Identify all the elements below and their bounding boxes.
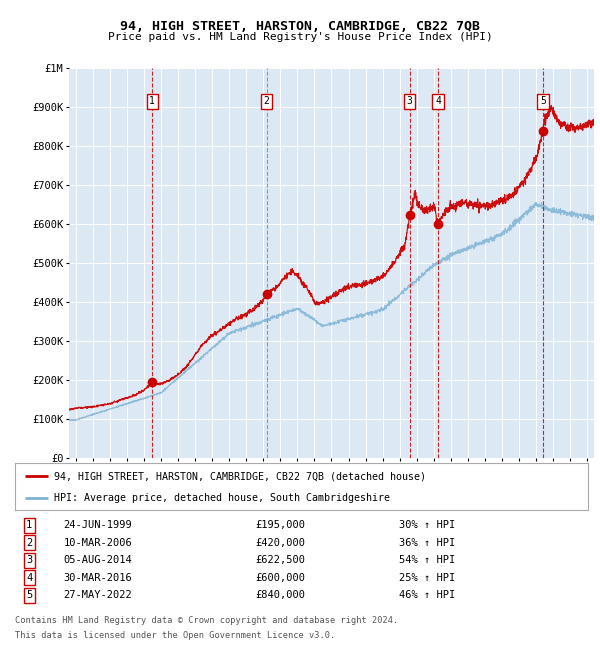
Text: 3: 3 — [407, 96, 413, 107]
Text: 1: 1 — [26, 520, 32, 530]
Text: 1: 1 — [149, 96, 155, 107]
Text: 2: 2 — [26, 538, 32, 548]
Text: Price paid vs. HM Land Registry's House Price Index (HPI): Price paid vs. HM Land Registry's House … — [107, 32, 493, 42]
Text: 5: 5 — [540, 96, 546, 107]
Text: Contains HM Land Registry data © Crown copyright and database right 2024.: Contains HM Land Registry data © Crown c… — [15, 616, 398, 625]
Text: 46% ↑ HPI: 46% ↑ HPI — [399, 590, 455, 601]
Text: 2: 2 — [263, 96, 269, 107]
Text: 25% ↑ HPI: 25% ↑ HPI — [399, 573, 455, 583]
Text: 94, HIGH STREET, HARSTON, CAMBRIDGE, CB22 7QB: 94, HIGH STREET, HARSTON, CAMBRIDGE, CB2… — [120, 20, 480, 32]
Text: 3: 3 — [26, 555, 32, 566]
Text: 4: 4 — [435, 96, 441, 107]
Text: 30% ↑ HPI: 30% ↑ HPI — [399, 520, 455, 530]
Text: 30-MAR-2016: 30-MAR-2016 — [64, 573, 133, 583]
Text: £600,000: £600,000 — [256, 573, 305, 583]
Text: £420,000: £420,000 — [256, 538, 305, 548]
Text: 4: 4 — [26, 573, 32, 583]
Text: 27-MAY-2022: 27-MAY-2022 — [64, 590, 133, 601]
Text: £840,000: £840,000 — [256, 590, 305, 601]
Text: HPI: Average price, detached house, South Cambridgeshire: HPI: Average price, detached house, Sout… — [54, 493, 390, 502]
Text: 5: 5 — [26, 590, 32, 601]
Text: 24-JUN-1999: 24-JUN-1999 — [64, 520, 133, 530]
Text: 94, HIGH STREET, HARSTON, CAMBRIDGE, CB22 7QB (detached house): 94, HIGH STREET, HARSTON, CAMBRIDGE, CB2… — [54, 471, 426, 481]
Text: 54% ↑ HPI: 54% ↑ HPI — [399, 555, 455, 566]
Text: 36% ↑ HPI: 36% ↑ HPI — [399, 538, 455, 548]
Text: 05-AUG-2014: 05-AUG-2014 — [64, 555, 133, 566]
Text: £195,000: £195,000 — [256, 520, 305, 530]
Text: This data is licensed under the Open Government Licence v3.0.: This data is licensed under the Open Gov… — [15, 630, 335, 640]
Text: £622,500: £622,500 — [256, 555, 305, 566]
Text: 10-MAR-2006: 10-MAR-2006 — [64, 538, 133, 548]
